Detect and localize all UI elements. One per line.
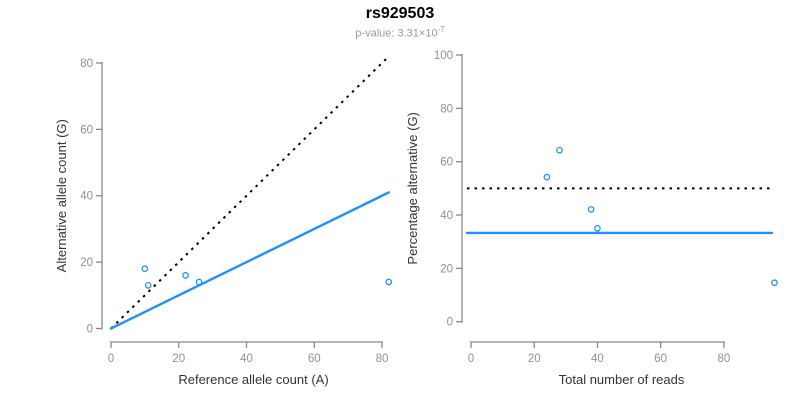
data-point [144, 282, 152, 289]
x-axis-title: Reference allele count (A) [178, 372, 328, 387]
percentage-alternative-scatter: 0 20 40 60 80 0 20 40 60 80 100 Total number of rea… [405, 50, 778, 387]
identity-line [110, 55, 390, 330]
data-point [141, 265, 149, 273]
x-axis-tick-label: 40 [240, 353, 253, 365]
data-point [195, 278, 203, 286]
y-axis-tick-label: 80 [80, 58, 93, 70]
x-axis-tick-label: 0 [468, 353, 474, 365]
y-axis-tick-label: 60 [440, 157, 453, 169]
y-axis-tick-label: 40 [80, 191, 93, 203]
data-point [771, 279, 778, 287]
fit-line [109, 191, 390, 330]
x-axis-title: Total number of reads [559, 372, 685, 387]
data-point [594, 225, 601, 232]
x-axis-tick-label: 40 [591, 353, 604, 365]
y-axis-tick-label: 60 [80, 124, 93, 136]
x-axis-tick-label: 60 [308, 353, 321, 365]
x-axis-tick-label: 60 [654, 353, 667, 365]
y-axis-tick-label: 0 [447, 317, 453, 329]
x-axis-tick-label: 20 [172, 353, 185, 365]
x-axis-tick-label: 80 [376, 353, 389, 365]
y-axis-tick-label: 80 [440, 103, 453, 115]
pvalue-text: p-value: 3.31×10 [355, 27, 438, 40]
y-axis-tick-label: 20 [440, 263, 453, 275]
data-point [385, 278, 393, 286]
y-axis-tick-label: 0 [87, 324, 93, 336]
y-axis-tick-label: 100 [434, 50, 453, 62]
x-axis-tick-label: 80 [717, 353, 730, 365]
y-axis-title: Alternative allele count (G) [54, 119, 69, 272]
pvalue-subtitle: p-value: 3.31×10-7 [0, 25, 800, 40]
x-axis-tick-label: 0 [108, 353, 114, 365]
y-axis-title: Percentage alternative (G) [405, 112, 420, 264]
pvalue-exponent: -7 [437, 25, 445, 34]
allele-counts-scatter: 0 20 40 60 80 0 20 40 60 80 Reference allele count… [54, 55, 393, 387]
y-axis-tick-label: 40 [440, 210, 453, 222]
y-axis-tick-label: 20 [80, 257, 93, 269]
page-title: rs929503 [365, 5, 435, 22]
data-point [182, 272, 189, 279]
data-point [556, 146, 563, 154]
data-point [543, 173, 551, 181]
x-axis-tick-label: 20 [528, 353, 541, 365]
data-point [587, 206, 595, 213]
